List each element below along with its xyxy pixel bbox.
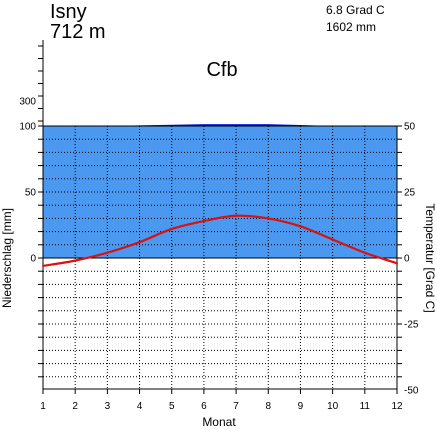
axes (38, 40, 402, 394)
x-tick-label: 6 (201, 401, 207, 412)
y-left-tick-label: 0 (30, 254, 36, 265)
x-tick-label: 11 (360, 401, 371, 412)
y-right-tick-label: -25 (404, 320, 419, 331)
station-elevation: 712 m (50, 21, 106, 43)
x-tick-label: 4 (137, 401, 143, 412)
x-tick-label: 1 (40, 401, 46, 412)
temperature-point (138, 241, 141, 244)
y-right-tick-label: 50 (404, 122, 416, 133)
y-right-tick-label: -50 (404, 386, 419, 397)
temperature-point (331, 238, 334, 241)
annual-precipitation: 1602 mm (326, 20, 376, 34)
x-tick-label: 3 (105, 401, 111, 412)
temperature-point (267, 217, 270, 220)
station-name: Isny (50, 1, 87, 23)
temperature-point (74, 259, 77, 262)
temperature-point (202, 220, 205, 223)
temperature-point (106, 251, 109, 254)
y-right-tick-label: 0 (404, 254, 410, 265)
temperature-point (299, 225, 302, 228)
x-tick-label: 10 (327, 401, 339, 412)
temperature-point (363, 251, 366, 254)
y-left-tick-label: 50 (25, 188, 37, 199)
x-tick-label: 5 (169, 401, 175, 412)
x-tick-label: 8 (265, 401, 271, 412)
y-left-tick-label: 300 (19, 97, 36, 108)
temperature-line-group (42, 214, 398, 268)
temperature-point (170, 227, 173, 230)
precipitation-area (43, 124, 397, 258)
y-left-tick-label: 100 (19, 122, 36, 133)
x-axis-title: Monat (202, 415, 236, 429)
temperature-point (42, 264, 44, 267)
temperature-line (42, 214, 398, 268)
temperature-point (396, 262, 398, 265)
y-axis-right-title: Temperatur [Grad C] (423, 203, 437, 312)
mean-temperature: 6.8 Grad C (326, 3, 385, 17)
y-axis-left-title: Niederschlag [mm] (0, 208, 14, 308)
x-tick-label: 9 (298, 401, 304, 412)
x-tick-label: 2 (72, 401, 78, 412)
climate-class: Cfb (206, 59, 237, 81)
y-right-tick-label: 25 (404, 188, 416, 199)
x-tick-label: 7 (233, 401, 239, 412)
x-tick-label: 12 (391, 401, 403, 412)
temperature-point (235, 214, 238, 217)
